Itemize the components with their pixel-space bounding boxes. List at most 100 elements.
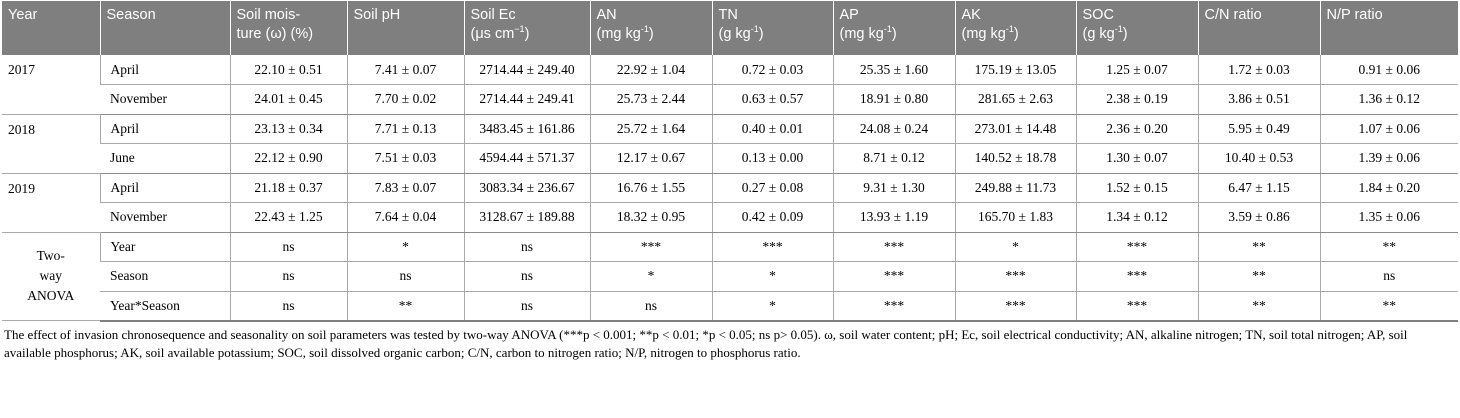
unit-text: ture (ω) (%) xyxy=(236,26,314,42)
unit-exponent: -1 xyxy=(640,24,649,35)
column-header-line1: Soil mois- xyxy=(236,7,301,23)
column-header: Year xyxy=(2,1,100,55)
column-header-line2: (mg kg-1) xyxy=(962,25,1070,44)
unit-close: ) xyxy=(758,26,764,42)
data-table-figure: Year Season Soil mois-ture (ω) (%) Soil pH S… xyxy=(2,1,1458,362)
column-header: Soil mois-ture (ω) (%) xyxy=(229,1,347,55)
significance-cell: *** xyxy=(954,291,1076,322)
value-cell: 1.39 ± 0.06 xyxy=(1319,143,1458,174)
significance-cell: ns xyxy=(229,232,347,262)
column-header: SOC (g kg-1) xyxy=(1075,1,1198,55)
value-cell: 18.91 ± 0.80 xyxy=(832,84,955,115)
unit-text: (μs cm xyxy=(470,26,515,42)
significance-cell: ns xyxy=(229,291,347,322)
anova-label-line: ANOVA xyxy=(27,288,75,304)
value-cell: 7.70 ± 0.02 xyxy=(346,84,464,115)
unit-text: (g kg xyxy=(1082,26,1115,42)
value-cell: 1.25 ± 0.07 xyxy=(1075,55,1198,85)
value-cell: 2714.44 ± 249.40 xyxy=(463,55,590,85)
significance-cell: *** xyxy=(954,261,1076,292)
table-row: November 24.01 ± 0.45 7.70 ± 0.02 2714.44 ±… xyxy=(2,84,1458,115)
unit-exponent: −1 xyxy=(514,24,525,35)
value-cell: 3.59 ± 0.86 xyxy=(1197,202,1320,233)
anova-row: Season ns ns ns * * *** *** *** ** ns xyxy=(2,261,1458,292)
column-header-line1: SOC xyxy=(1082,7,1114,23)
anova-row: Two-way ANOVA Year ns * ns *** *** *** * *** ** ** xyxy=(2,232,1458,321)
column-header-line1: Soil pH xyxy=(353,7,401,23)
anova-factor-cell: Year*Season xyxy=(100,291,230,322)
significance-cell: *** xyxy=(589,232,712,262)
value-cell: 7.51 ± 0.03 xyxy=(346,143,464,174)
significance-cell: ns xyxy=(589,291,712,322)
significance-cell: *** xyxy=(832,291,955,322)
table-row: 2019 April 21.18 ± 0.37 7.83 ± 0.07 3083.34 … xyxy=(2,173,1458,233)
unit-text: (mg kg xyxy=(596,26,641,42)
unit-text: (mg kg xyxy=(839,26,884,42)
value-cell: 25.73 ± 2.44 xyxy=(589,84,712,115)
column-header-line2: (mg kg-1) xyxy=(840,25,949,44)
column-header-line1: AP xyxy=(839,7,859,23)
value-cell: 3.86 ± 0.51 xyxy=(1197,84,1320,115)
column-header-line1: Soil Ec xyxy=(470,7,516,23)
column-header-line1: AK xyxy=(961,7,981,23)
column-header: Soil Ec (μs cm−1) xyxy=(463,1,590,55)
unit-close: ) xyxy=(891,26,897,42)
value-cell: 0.91 ± 0.06 xyxy=(1319,55,1458,85)
value-cell: 3128.67 ± 189.88 xyxy=(463,202,590,233)
column-header-line1: AN xyxy=(596,7,617,23)
significance-cell: ** xyxy=(1197,261,1320,292)
significance-cell: ** xyxy=(1319,232,1458,262)
season-cell: April xyxy=(99,114,230,144)
value-cell: 25.72 ± 1.64 xyxy=(589,114,712,144)
footnote-line-1: The effect of invasion chronosequence an… xyxy=(4,326,1408,342)
season-cell: November xyxy=(100,202,230,233)
value-cell: 3083.34 ± 236.67 xyxy=(463,173,590,203)
unit-text: (mg kg xyxy=(961,26,1006,42)
value-cell: 0.42 ± 0.09 xyxy=(711,202,833,233)
significance-cell: ns xyxy=(463,232,590,262)
unit-close: ) xyxy=(1013,26,1019,42)
column-header-line1: N/P ratio xyxy=(1326,7,1383,23)
value-cell: 12.17 ± 0.67 xyxy=(589,143,712,174)
value-cell: 22.12 ± 0.90 xyxy=(229,143,347,174)
value-cell: 165.70 ± 1.83 xyxy=(954,202,1076,233)
season-cell: November xyxy=(100,84,230,115)
significance-cell: *** xyxy=(1075,261,1198,292)
column-header: TN (g kg-1) xyxy=(711,1,833,55)
year-cell: 2018 xyxy=(2,114,100,174)
anova-row: Year*Season ns ** ns ns * *** *** *** ** ** xyxy=(2,291,1458,322)
value-cell: 2714.44 ± 249.41 xyxy=(463,84,590,115)
column-header: Season xyxy=(99,1,230,55)
value-cell: 13.93 ± 1.19 xyxy=(832,202,955,233)
value-cell: 273.01 ± 14.48 xyxy=(954,114,1076,144)
unit-close: ) xyxy=(1122,26,1128,42)
column-header: Soil pH xyxy=(346,1,464,55)
soil-parameters-table: Year Season Soil mois-ture (ω) (%) Soil pH S… xyxy=(2,1,1458,322)
anova-label-cell: Two-way ANOVA xyxy=(2,232,100,321)
table-row: June 22.12 ± 0.90 7.51 ± 0.03 4594.44 ± 571… xyxy=(2,143,1458,174)
significance-cell: * xyxy=(589,261,712,292)
value-cell: 2.36 ± 0.20 xyxy=(1075,114,1198,144)
value-cell: 9.31 ± 1.30 xyxy=(832,173,955,203)
value-cell: 25.35 ± 1.60 xyxy=(832,55,955,85)
value-cell: 21.18 ± 0.37 xyxy=(229,173,347,203)
unit-text: (g kg xyxy=(718,26,751,42)
value-cell: 16.76 ± 1.55 xyxy=(589,173,712,203)
significance-cell: * xyxy=(711,261,833,292)
column-header: AK (mg kg-1) xyxy=(954,1,1076,55)
value-cell: 281.65 ± 2.63 xyxy=(954,84,1076,115)
value-cell: 7.83 ± 0.07 xyxy=(346,173,464,203)
value-cell: 7.64 ± 0.04 xyxy=(346,202,464,233)
value-cell: 1.36 ± 0.12 xyxy=(1319,84,1458,115)
significance-cell: ns xyxy=(463,291,590,322)
value-cell: 22.43 ± 1.25 xyxy=(229,202,347,233)
value-cell: 1.35 ± 0.06 xyxy=(1319,202,1458,233)
table-body: 2017 April 22.10 ± 0.51 7.41 ± 0.07 2714.44 … xyxy=(2,55,1458,322)
column-header-line1: C/N ratio xyxy=(1204,7,1262,23)
season-cell: April xyxy=(99,55,230,85)
significance-cell: *** xyxy=(1075,291,1198,322)
anova-label-line: Two- xyxy=(36,248,65,264)
column-header-line2: (mg kg-1) xyxy=(597,25,706,44)
value-cell: 1.34 ± 0.12 xyxy=(1075,202,1198,233)
significance-cell: ** xyxy=(1319,291,1458,322)
